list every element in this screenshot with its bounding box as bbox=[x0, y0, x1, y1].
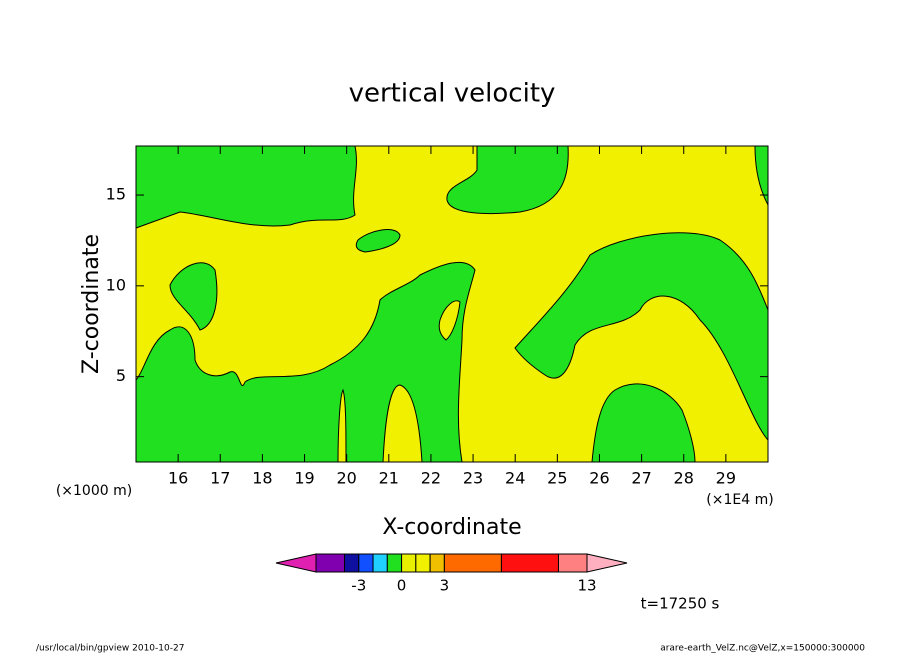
x-axis-label: X-coordinate bbox=[382, 515, 521, 540]
region bbox=[355, 229, 401, 253]
colorbar-extend bbox=[275, 553, 317, 573]
region bbox=[514, 232, 769, 442]
chart-title: vertical velocity bbox=[349, 79, 556, 109]
x-tick-label: 21 bbox=[379, 469, 399, 488]
footer: /usr/local/bin/gpview 2010-10-27 bbox=[36, 644, 184, 654]
x-tick-label: 24 bbox=[505, 469, 525, 488]
x-unit-label: (×1E4 m) bbox=[706, 492, 773, 508]
region bbox=[382, 384, 423, 463]
x-tick-label: 18 bbox=[252, 469, 272, 488]
x-tick-label: 22 bbox=[421, 469, 441, 488]
x-tick-label: 29 bbox=[716, 469, 736, 488]
y-tick-label: 15 bbox=[106, 185, 126, 204]
region bbox=[135, 145, 357, 229]
contour-holes bbox=[337, 300, 461, 463]
region bbox=[169, 262, 218, 331]
colorbar-segment bbox=[358, 553, 374, 573]
colorbar-segment bbox=[415, 553, 431, 573]
colorbar-extend bbox=[586, 553, 628, 573]
x-tick-label: 16 bbox=[168, 469, 188, 488]
x-tick-label: 23 bbox=[463, 469, 483, 488]
y-tick-label: 5 bbox=[116, 366, 126, 385]
region bbox=[337, 388, 347, 463]
contour-field bbox=[135, 145, 769, 463]
x-tick-label: 27 bbox=[631, 469, 651, 488]
colorbar-segment bbox=[372, 553, 388, 573]
colorbar-tick-label: 3 bbox=[440, 577, 450, 595]
x-tick-label: 20 bbox=[336, 469, 356, 488]
region bbox=[591, 383, 696, 463]
x-tick-label: 17 bbox=[210, 469, 230, 488]
colorbar-segment bbox=[443, 553, 502, 573]
y-tick-label: 10 bbox=[106, 275, 126, 294]
x-tick-label: 26 bbox=[589, 469, 609, 488]
colorbar-segment bbox=[500, 553, 559, 573]
colorbar-segment bbox=[386, 553, 403, 573]
colorbar-segment bbox=[429, 553, 445, 573]
region bbox=[446, 145, 569, 215]
colorbar-segment bbox=[344, 553, 360, 573]
y-axis-label: Z-coordinate bbox=[79, 234, 104, 374]
x-tick-label: 19 bbox=[294, 469, 314, 488]
plot-frame bbox=[135, 145, 769, 463]
footer: arare-earth_VelZ.nc@VelZ,x=150000:300000 bbox=[660, 644, 865, 654]
colorbar-segment bbox=[315, 553, 346, 573]
time-label: t=17250 s bbox=[641, 595, 720, 613]
colorbar-tick-label: -3 bbox=[351, 577, 366, 595]
x-tick-label: 25 bbox=[547, 469, 567, 488]
region bbox=[438, 300, 461, 341]
colorbar-tick-label: 13 bbox=[577, 577, 596, 595]
colorbar-tick-label: 0 bbox=[397, 577, 407, 595]
x-tick-label: 28 bbox=[674, 469, 694, 488]
colorbar-segment bbox=[401, 553, 417, 573]
colorbar-segment bbox=[557, 553, 588, 573]
x-unit-label: (×1000 m) bbox=[56, 483, 132, 499]
